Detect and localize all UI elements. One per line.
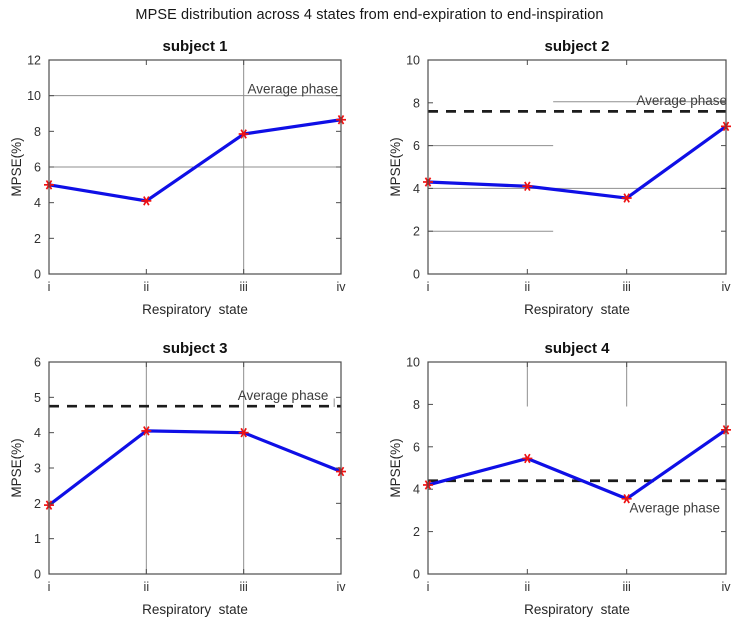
data-marker-asterisk: [141, 196, 152, 206]
y-tick-label: 2: [34, 497, 41, 511]
y-tick-label: 2: [34, 232, 41, 246]
y-tick-label: 1: [34, 532, 41, 546]
figure-title: MPSE distribution across 4 states from e…: [135, 7, 604, 23]
data-marker-asterisk: [238, 427, 249, 438]
y-tick-label: 8: [413, 96, 420, 110]
annotation-average-phase: Average phase: [248, 82, 339, 97]
data-line: [47, 429, 343, 507]
y-tick-label: 6: [34, 356, 41, 370]
y-tick-label: 12: [27, 54, 41, 68]
data-line: [426, 124, 728, 200]
y-tick-label: 0: [413, 568, 420, 582]
y-tick-label: 6: [413, 440, 420, 454]
axes-box: [427, 59, 727, 275]
x-tick-label: iv: [336, 580, 346, 594]
y-tick-label: 6: [34, 161, 41, 175]
data-marker-asterisk: [621, 193, 632, 203]
annotation-average-phase: Average phase: [636, 93, 727, 108]
y-tick-label: 2: [413, 225, 420, 239]
x-tick-label: iii: [622, 280, 630, 294]
x-axis-label: Respiratory state: [524, 302, 630, 317]
y-tick-label: 4: [34, 196, 41, 210]
y-tick-label: 10: [406, 356, 420, 370]
y-tick-label: 4: [34, 426, 41, 440]
x-tick-label: iii: [622, 580, 630, 594]
y-tick-label: 10: [27, 89, 41, 103]
y-axis-label: MPSE(%): [388, 438, 403, 497]
subplot-title: subject 3: [162, 340, 227, 357]
data-marker-asterisk: [522, 181, 533, 192]
data-line: [47, 118, 343, 203]
x-tick-label: ii: [525, 280, 531, 294]
y-tick-label: 0: [34, 268, 41, 282]
subplot-title: subject 4: [544, 340, 610, 357]
x-tick-label: i: [427, 280, 430, 294]
x-tick-label: i: [427, 580, 430, 594]
y-tick-label: 10: [406, 54, 420, 68]
y-tick-label: 5: [34, 391, 41, 405]
x-tick-label: iv: [721, 580, 731, 594]
y-tick-label: 6: [413, 139, 420, 153]
y-axis-label: MPSE(%): [9, 438, 24, 497]
data-marker-asterisk: [522, 453, 533, 464]
x-axis-label: Respiratory state: [524, 602, 630, 617]
x-tick-label: iii: [239, 580, 247, 594]
annotation-average-phase: Average phase: [629, 501, 720, 516]
x-tick-label: iv: [336, 280, 346, 294]
x-tick-label: i: [48, 580, 51, 594]
x-axis-label: Respiratory state: [142, 602, 248, 617]
y-tick-label: 4: [413, 483, 420, 497]
x-axis-label: Respiratory state: [142, 302, 248, 317]
x-tick-label: ii: [144, 580, 150, 594]
data-marker-asterisk: [621, 493, 632, 504]
subplot-title: subject 1: [162, 38, 227, 55]
x-tick-label: iv: [721, 280, 731, 294]
y-tick-label: 0: [34, 568, 41, 582]
subplot-title: subject 2: [544, 38, 609, 55]
y-tick-label: 0: [413, 268, 420, 282]
axes-box: [427, 361, 727, 575]
x-tick-label: ii: [144, 280, 150, 294]
x-tick-label: iii: [239, 280, 247, 294]
x-tick-label: i: [48, 280, 51, 294]
y-tick-label: 4: [413, 182, 420, 196]
y-axis-label: MPSE(%): [388, 137, 403, 196]
annotation-average-phase: Average phase: [238, 388, 329, 403]
y-tick-label: 2: [413, 525, 420, 539]
y-tick-label: 8: [413, 398, 420, 412]
y-tick-label: 8: [34, 125, 41, 139]
y-tick-label: 3: [34, 462, 41, 476]
data-line: [426, 428, 728, 501]
x-tick-label: ii: [525, 580, 531, 594]
data-marker-asterisk: [141, 426, 152, 436]
data-marker-asterisk: [238, 129, 249, 139]
y-axis-label: MPSE(%): [9, 137, 24, 196]
